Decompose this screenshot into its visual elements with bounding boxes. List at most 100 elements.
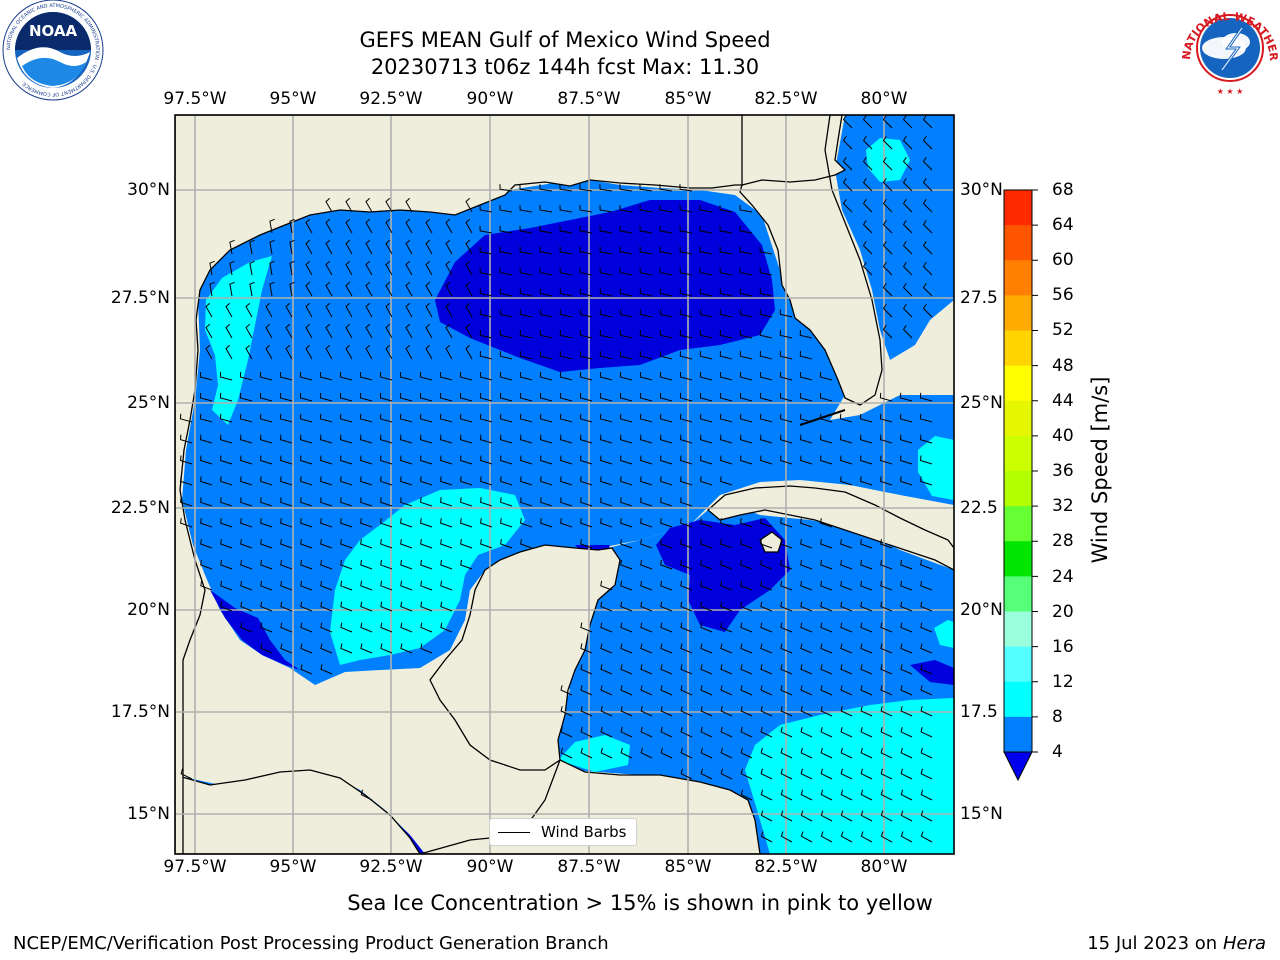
- wind-barb: [339, 413, 353, 423]
- wind-barb: [220, 559, 233, 570]
- wind-barb: [779, 434, 793, 444]
- wind-barb: [720, 685, 733, 696]
- wind-barb: [320, 664, 333, 675]
- wind-barb: [699, 392, 713, 402]
- wind-barb: [279, 455, 293, 465]
- wind-barb: [325, 239, 333, 255]
- wind-barb: [479, 371, 493, 381]
- wind-barb: [420, 643, 433, 654]
- wind-barb: [780, 726, 793, 738]
- wind-barb: [540, 476, 553, 486]
- wind-barb: [900, 726, 913, 738]
- wind-barb: [479, 351, 493, 360]
- wind-barb: [220, 476, 233, 486]
- wind-barb: [840, 643, 853, 654]
- wind-barb: [680, 539, 693, 549]
- wind-barb: [249, 281, 255, 297]
- wind-barb: [860, 559, 873, 570]
- wind-barb: [425, 281, 433, 297]
- wind-barb: [459, 371, 473, 381]
- wind-barb: [680, 580, 693, 591]
- wind-barb: [639, 351, 653, 360]
- wind-barb: [419, 434, 433, 444]
- wind-barb: [345, 239, 353, 255]
- wind-barb: [320, 539, 333, 549]
- wind-barb: [539, 351, 553, 360]
- wind-barb: [882, 304, 893, 318]
- colorbar-band: [1004, 506, 1032, 542]
- wind-barb: [540, 518, 553, 528]
- wind-barb: [660, 539, 673, 549]
- wind-barb: [879, 434, 893, 444]
- wind-barb: [760, 580, 773, 591]
- wind-barb: [720, 768, 733, 780]
- wind-barb: [880, 789, 893, 801]
- wind-barb: [840, 559, 853, 570]
- wind-barb: [719, 371, 733, 381]
- wind-barb: [199, 455, 213, 465]
- wind-barb: [699, 309, 713, 318]
- wind-barb: [360, 622, 373, 633]
- wind-barb: [819, 371, 833, 381]
- colorbar-band: [1004, 330, 1032, 367]
- wind-barb: [579, 205, 593, 213]
- wind-barb: [739, 392, 753, 402]
- wind-barb: [479, 330, 493, 339]
- wind-barb: [520, 518, 533, 528]
- wind-barb: [660, 685, 673, 696]
- wind-barb: [289, 260, 295, 276]
- wind-barb: [305, 218, 313, 234]
- wind-barb: [680, 518, 693, 528]
- wind-barb: [320, 601, 333, 612]
- wind-barb: [900, 622, 913, 633]
- wind-barb: [580, 497, 593, 507]
- wind-barb: [399, 371, 413, 381]
- wind-barb: [580, 476, 593, 486]
- wind-barb: [640, 539, 653, 549]
- wind-barb: [599, 413, 613, 423]
- wind-barb: [559, 392, 573, 402]
- lat-label-left: 27.5°N: [110, 288, 170, 308]
- wind-barb: [519, 455, 533, 465]
- wind-barb: [842, 136, 853, 150]
- wind-barb: [479, 288, 493, 297]
- wind-barb: [559, 434, 573, 444]
- colorbar-band: [1004, 435, 1032, 472]
- wind-barb: [860, 810, 873, 822]
- wind-barb: [639, 288, 653, 297]
- wind-barb: [679, 184, 693, 192]
- wind-barb: [719, 392, 733, 402]
- wind-barb: [460, 518, 473, 528]
- colorbar-tick-label: 56: [1052, 285, 1074, 305]
- wind-barb: [359, 413, 373, 423]
- wind-barb: [439, 434, 453, 444]
- wind-barb-legend-line: [498, 832, 530, 833]
- wind-barb: [320, 497, 333, 507]
- lat-label-left: 15°N: [127, 804, 170, 824]
- wind-barb: [680, 726, 693, 738]
- wind-barb: [780, 747, 793, 759]
- wind-barb: [760, 789, 773, 801]
- wind-barb: [499, 371, 513, 381]
- map-legend: Wind Barbs: [489, 818, 637, 846]
- wind-barb: [920, 831, 933, 843]
- wind-barb: [559, 351, 573, 360]
- wind-barb: [439, 455, 453, 465]
- wind-barb: [842, 157, 853, 171]
- wind-barb: [345, 302, 353, 318]
- wind-barb: [445, 260, 453, 276]
- wind-barb: [660, 601, 673, 612]
- wind-barb: [900, 831, 913, 843]
- wind-barb: [820, 622, 833, 633]
- wind-barb: [539, 434, 553, 444]
- wind-barb: [880, 643, 893, 654]
- wind-barb: [385, 239, 393, 255]
- wind-barb: [480, 518, 493, 528]
- wind-barb: [679, 205, 693, 213]
- wind-barb: [519, 205, 533, 213]
- wind-barb: [699, 225, 713, 234]
- wind-barb: [519, 371, 533, 381]
- wind-barb: [339, 434, 353, 444]
- wind-barb: [660, 643, 673, 654]
- wind-barb: [579, 330, 593, 339]
